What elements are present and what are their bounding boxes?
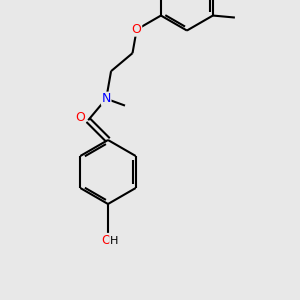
Text: O: O xyxy=(132,23,142,36)
Text: H: H xyxy=(110,236,118,246)
Text: O: O xyxy=(75,111,85,124)
Text: N: N xyxy=(101,92,111,105)
Text: O: O xyxy=(101,233,111,247)
